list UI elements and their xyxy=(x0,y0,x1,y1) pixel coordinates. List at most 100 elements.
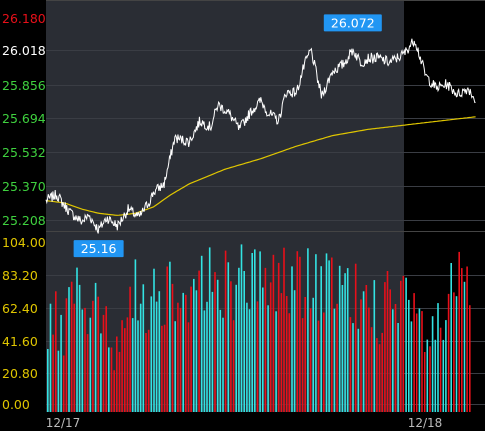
volume-tick-label: 83.20 xyxy=(2,268,38,283)
price-tick-label: 26.180 xyxy=(2,11,46,26)
volume-bar xyxy=(394,304,397,412)
volume-bar xyxy=(323,312,325,412)
volume-bar xyxy=(126,317,129,412)
volume-bar xyxy=(70,281,73,412)
volume-bar xyxy=(230,281,232,412)
volume-bar xyxy=(118,351,121,412)
volume-bar xyxy=(227,262,230,412)
volume-bar xyxy=(386,271,389,412)
volume-bar xyxy=(169,261,171,412)
low-price-label-text: 25.16 xyxy=(81,241,117,256)
volume-bar xyxy=(354,263,357,412)
volume-bar xyxy=(429,346,431,412)
volume-bar xyxy=(325,253,328,412)
volume-bar xyxy=(431,316,434,412)
price-gridlines xyxy=(46,50,485,221)
volume-bar xyxy=(344,273,346,412)
volume-bar xyxy=(445,320,447,412)
volume-bar xyxy=(453,292,455,412)
volume-bar xyxy=(238,267,240,412)
price-line xyxy=(45,38,476,234)
volume-bar xyxy=(52,334,54,412)
volume-bar xyxy=(304,297,306,412)
volume-bar xyxy=(272,254,275,412)
volume-bar xyxy=(81,309,84,412)
volume-bar xyxy=(349,317,352,412)
high-price-label-box xyxy=(323,14,382,32)
volume-bar xyxy=(389,289,391,412)
volume-bar xyxy=(333,308,336,412)
price-tick-label: 25.532 xyxy=(2,145,46,160)
volume-bar xyxy=(352,323,354,412)
volume-bar xyxy=(299,256,301,412)
volume-bar xyxy=(190,286,192,412)
volume-bar xyxy=(137,320,139,412)
volume-bar xyxy=(426,339,429,412)
volume-bar xyxy=(285,296,288,412)
volume-bar xyxy=(376,338,378,412)
volume-bar xyxy=(437,303,439,412)
volume-bar xyxy=(203,310,206,412)
volume-bar xyxy=(450,263,452,412)
volume-bar xyxy=(293,290,296,412)
volume-bar xyxy=(400,280,402,412)
volume-bar xyxy=(73,303,76,412)
volume-bar xyxy=(338,265,341,412)
volume-bar xyxy=(254,249,256,412)
volume-bar xyxy=(179,307,182,412)
volume-bar xyxy=(463,281,466,412)
volume-bar xyxy=(161,325,163,412)
volume-bar xyxy=(423,352,426,412)
high-price-label-text: 26.072 xyxy=(331,15,375,30)
volume-bar xyxy=(243,271,245,412)
volume-bar xyxy=(113,370,115,412)
volume-bar xyxy=(145,333,147,412)
low-price-label-box xyxy=(73,240,124,258)
volume-bar xyxy=(49,303,52,412)
volume-bar xyxy=(370,327,373,412)
volume-bar xyxy=(232,320,235,412)
price-tick-label: 25.208 xyxy=(2,213,46,228)
volume-bar xyxy=(174,321,176,412)
volume-bar xyxy=(405,277,407,412)
volume-bar xyxy=(392,309,394,412)
volume-bar xyxy=(129,286,131,412)
volume-bar xyxy=(240,244,243,412)
volume-bar xyxy=(264,267,267,412)
volume-bar xyxy=(150,296,153,412)
volume-bar xyxy=(147,329,150,412)
volume-bar xyxy=(315,254,317,412)
volume-bar xyxy=(182,292,184,412)
volume-bar xyxy=(346,268,349,412)
volume-bar xyxy=(458,251,460,412)
volume-bar xyxy=(177,302,179,412)
volume-bar xyxy=(336,303,338,412)
volume-bar xyxy=(360,299,362,412)
volume-bar xyxy=(328,260,330,412)
volume-bar xyxy=(341,285,344,412)
volume-bar xyxy=(415,313,418,412)
volume-bar xyxy=(248,309,251,412)
volume-bar xyxy=(195,290,198,412)
volume-bar xyxy=(208,247,211,412)
volume-tick-label: 62.40 xyxy=(2,301,38,316)
volume-bar xyxy=(211,291,214,412)
volume-bar xyxy=(381,332,383,412)
high-price-label: 26.072 xyxy=(323,14,382,32)
volume-bar xyxy=(158,291,161,412)
volume-bar xyxy=(246,302,248,412)
volume-bar xyxy=(166,266,168,412)
price-tick-label: 26.018 xyxy=(2,43,46,58)
volume-bar xyxy=(94,282,97,412)
volume-tick-label: 20.80 xyxy=(2,366,38,381)
volume-bar xyxy=(60,314,62,412)
volume-bar xyxy=(222,317,224,412)
volume-bar xyxy=(219,309,222,412)
volume-bar xyxy=(418,308,421,412)
volume-bar xyxy=(447,293,450,412)
low-price-label: 25.16 xyxy=(73,240,124,258)
volume-bar xyxy=(288,313,291,412)
volume-tick-label: 104.00 xyxy=(2,235,46,250)
volume-bar xyxy=(100,333,102,412)
